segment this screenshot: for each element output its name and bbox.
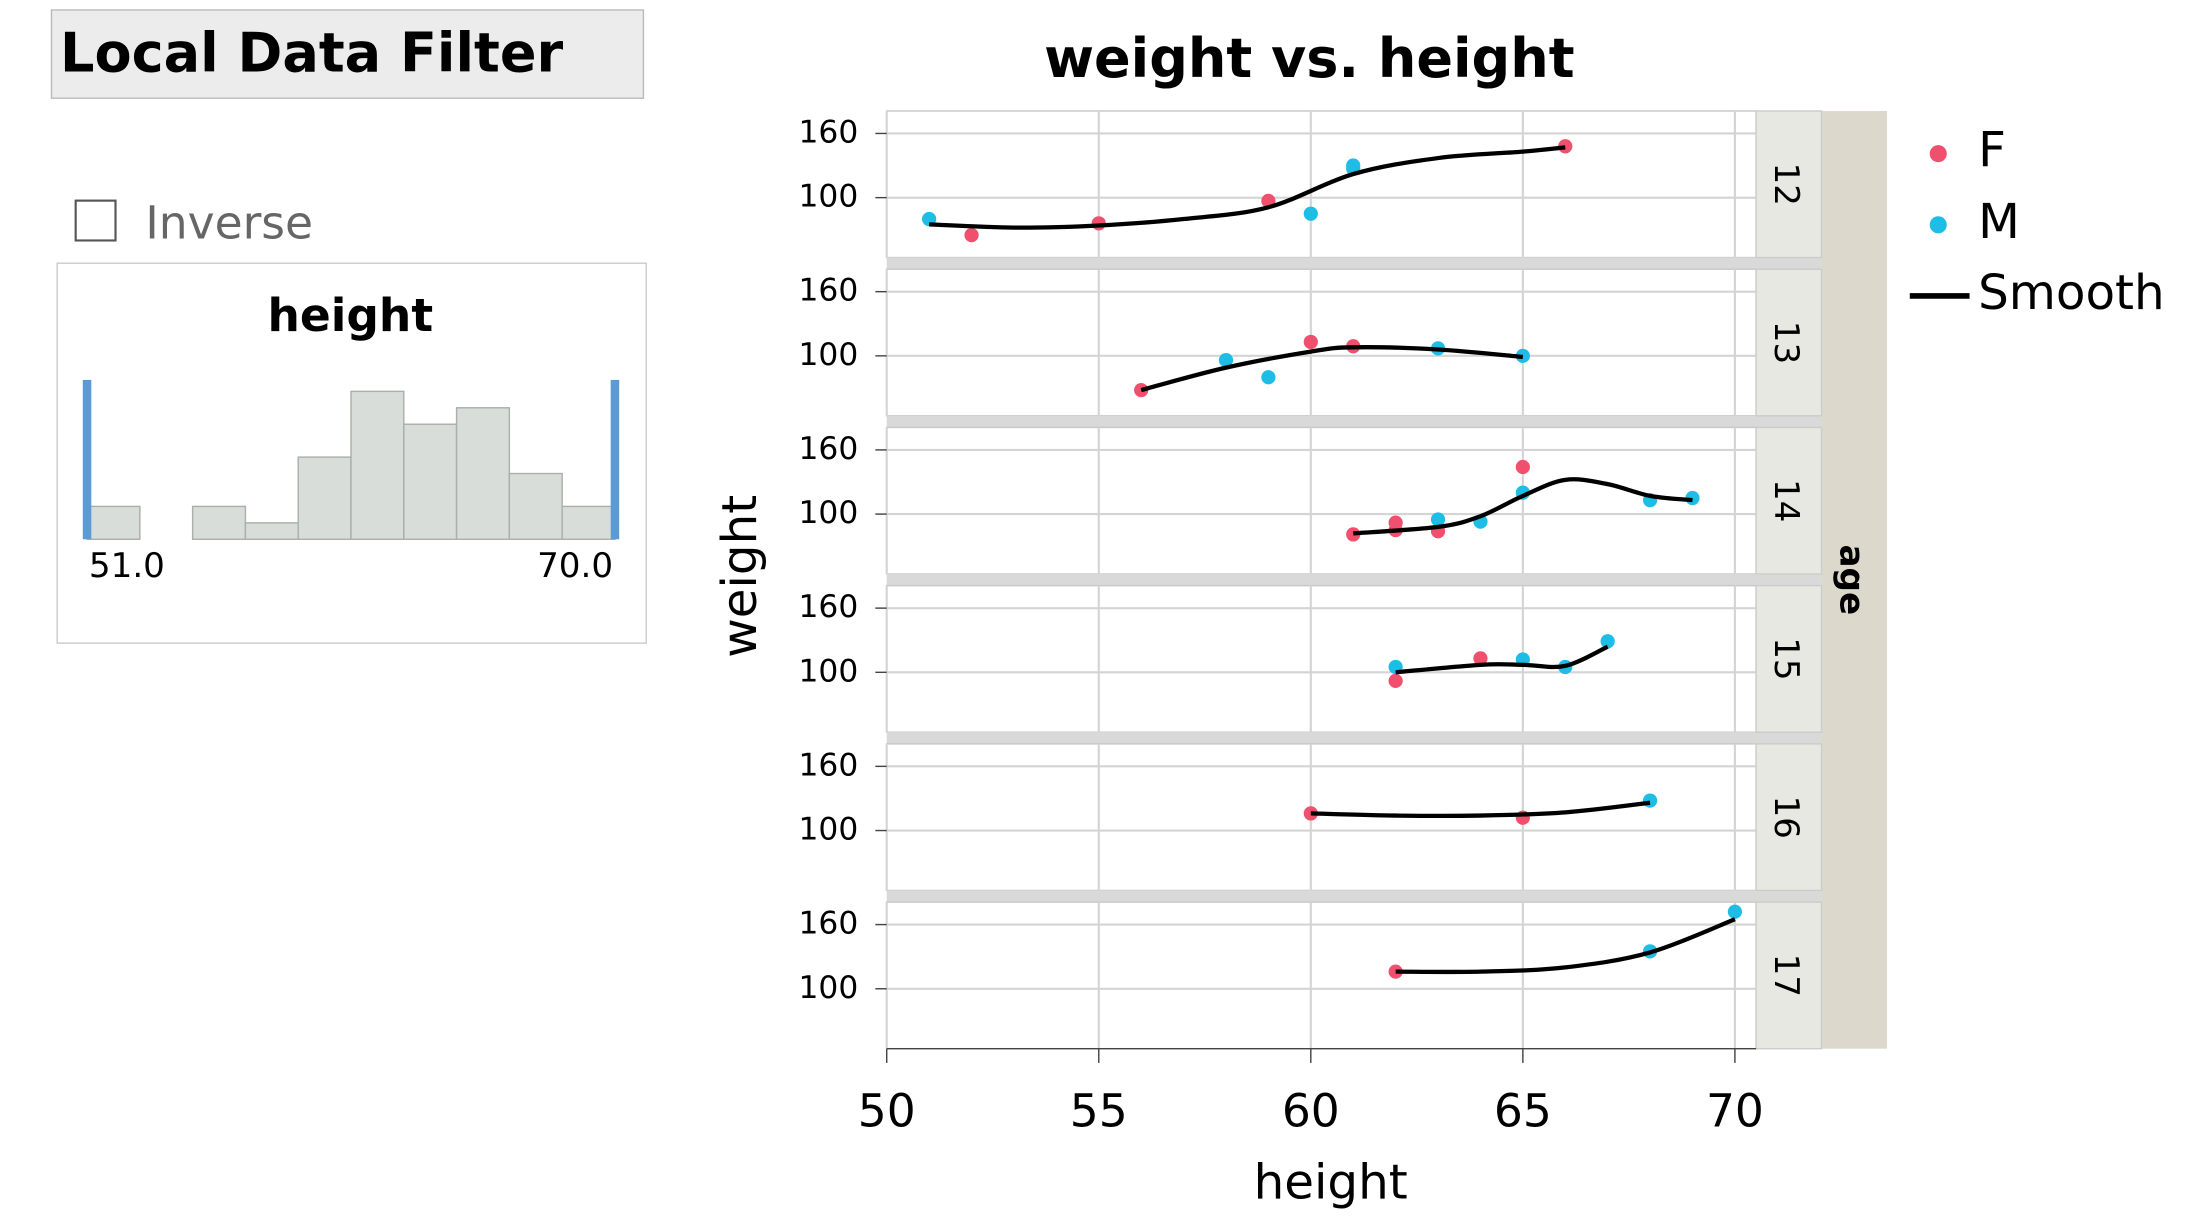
panel-label: 13 [1766,321,1806,364]
histogram-bar [350,390,405,540]
facet-strip [1821,110,1888,1049]
panel-frame [886,901,1757,1050]
histogram-bar [86,505,141,540]
panel-separator [886,732,1822,744]
y-tick-label: 160 [799,114,859,150]
smooth-line [1395,917,1736,975]
data-point [1388,673,1403,688]
panel-frame [886,743,1757,892]
data-point [1430,512,1446,527]
data-point [1515,459,1530,475]
filter-header [50,9,645,99]
data-point [1600,634,1615,649]
y-tick-label: 100 [799,653,859,689]
legend-label: F [1978,123,2006,179]
legend-label: Smooth [1978,265,2165,321]
inverse-label[interactable]: Inverse [145,197,313,250]
legend-swatch [1929,216,1947,234]
panel-label: 12 [1766,163,1806,206]
data-point [1261,370,1276,385]
data-point [964,227,979,243]
legend-swatch [1929,145,1947,163]
y-tick-label: 160 [799,747,859,783]
y-tick-label: 160 [799,589,859,625]
range-handle[interactable] [82,379,92,540]
x-tick-label: 50 [858,1085,916,1138]
data-point [1303,334,1318,350]
filter-variable: height [267,289,433,342]
range-label: 70.0 [537,546,613,586]
chart-title: weight vs. height [1044,27,1575,90]
panel-separator [886,415,1822,428]
data-point [1727,904,1743,919]
x-tick-label: 70 [1706,1085,1764,1138]
y-tick-label: 160 [799,906,859,942]
panel-strip [1755,584,1823,733]
panel-strip [1755,268,1823,417]
inverse-checkbox[interactable] [74,199,117,242]
data-point [1346,527,1361,542]
panel-separator [886,890,1822,903]
smooth-line [1353,477,1693,536]
histogram-bar [244,522,299,540]
histogram-bar [561,505,616,540]
facet-label: age [1832,545,1872,616]
data-point [1642,793,1658,808]
legend-label: M [1978,194,2020,250]
panel-label: 14 [1766,479,1806,522]
histogram-bar [297,456,352,540]
data-point [1473,651,1488,666]
histogram-bar [191,505,247,540]
smooth-line [929,145,1566,230]
data-point [1388,964,1403,979]
x-tick-label: 55 [1070,1085,1128,1138]
panel-strip [1755,743,1823,892]
y-tick-label: 160 [799,273,859,309]
panel-separator [886,257,1822,270]
data-point [1218,353,1234,368]
panel-frame [886,426,1757,575]
panel-label: 17 [1766,954,1806,997]
range-label: 51.0 [89,546,165,586]
x-tick-label: 65 [1494,1085,1552,1138]
panel-label: 16 [1766,795,1806,838]
smooth-line [1310,800,1651,819]
range-handle[interactable] [610,379,620,540]
panel-strip [1755,110,1823,259]
histogram-bar [455,407,511,540]
x-tick-label: 60 [1282,1085,1340,1138]
panel-label: 15 [1766,637,1806,680]
smooth-line [1395,644,1609,675]
panel-frame [886,268,1757,417]
histogram-bar [403,423,458,540]
x-axis-label: height [1254,1154,1408,1210]
y-tick-label: 100 [799,179,859,215]
histogram-bar [508,472,563,540]
smooth-line [1140,345,1524,393]
panel-frame [886,584,1757,733]
y-tick-label: 100 [799,970,859,1006]
filter-title: Local Data Filter [60,22,563,85]
data-point [1303,806,1318,821]
y-axis-label: weight [712,495,768,658]
y-tick-label: 100 [799,495,859,531]
y-tick-label: 100 [799,337,859,373]
y-tick-label: 100 [799,812,859,848]
panel-strip [1755,901,1823,1050]
data-point [1303,206,1318,221]
panel-separator [886,573,1822,586]
y-tick-label: 160 [799,431,859,467]
panel-strip [1755,426,1823,575]
